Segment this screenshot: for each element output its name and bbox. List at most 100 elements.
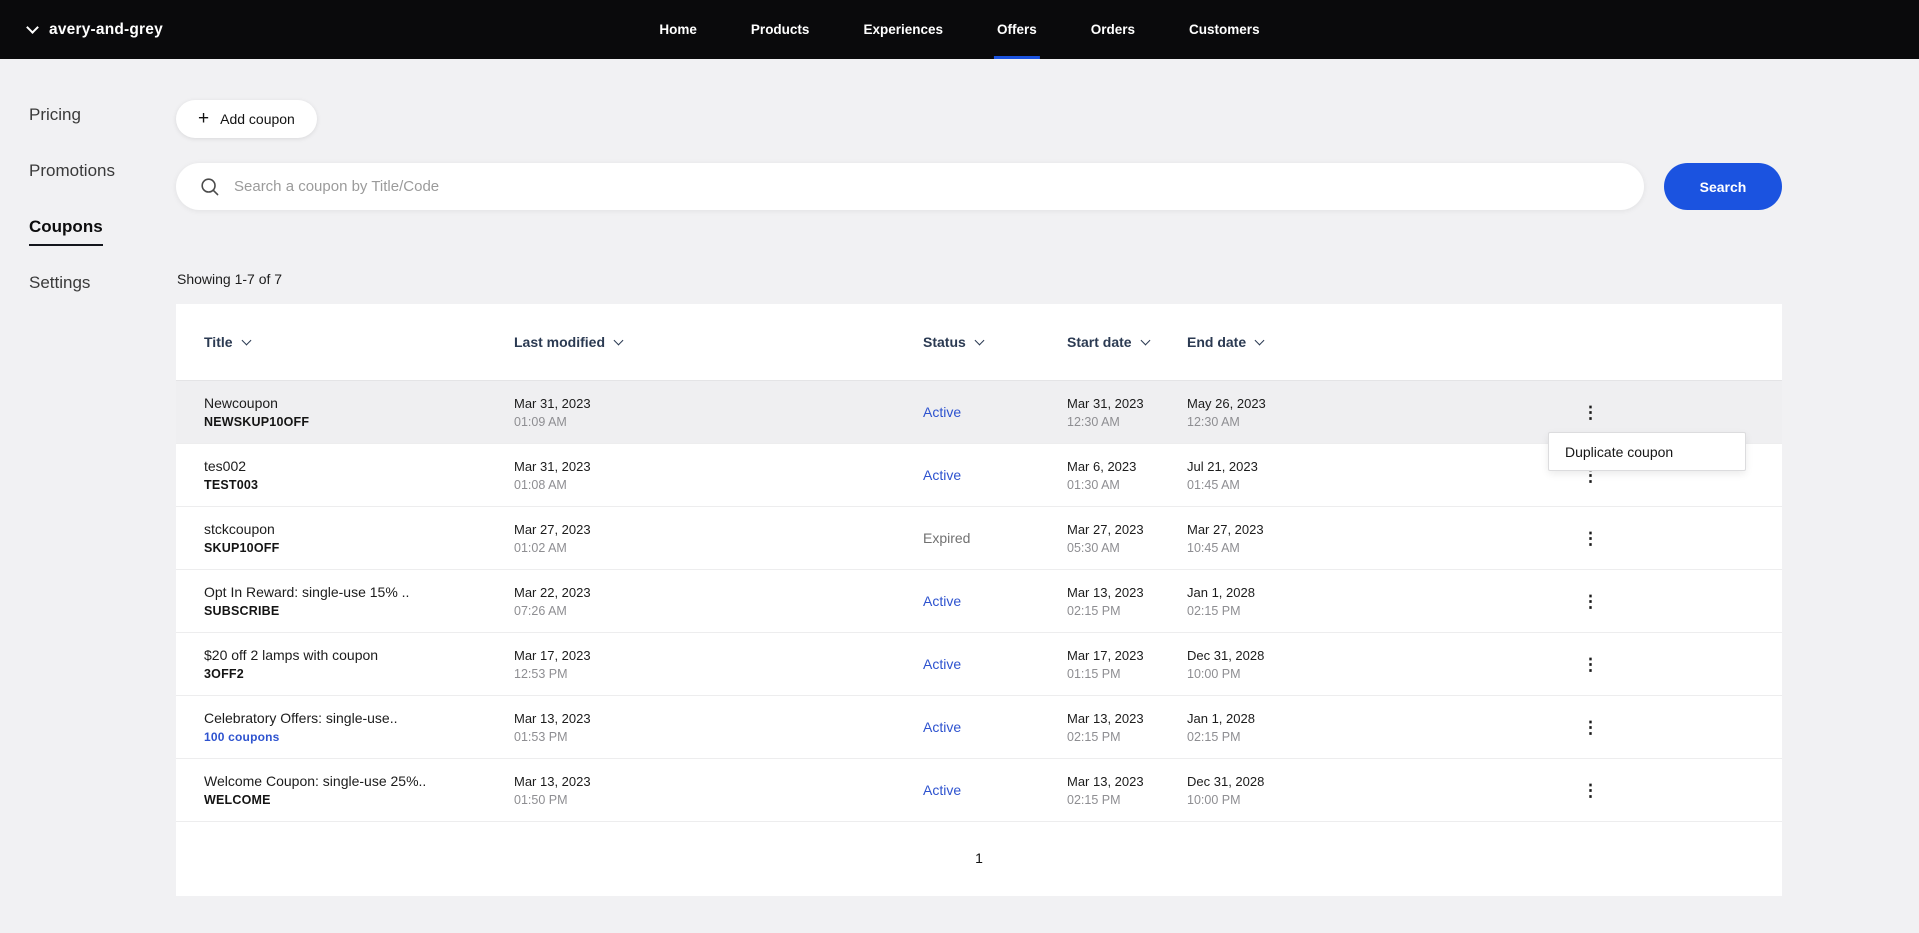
end-date: Dec 31, 2028 — [1187, 647, 1265, 663]
site-name: avery-and-grey — [49, 20, 163, 38]
column-header-end-date[interactable]: End date — [1187, 334, 1427, 350]
row-actions-kebab-icon[interactable]: ⋮ — [1582, 591, 1599, 611]
column-label: End date — [1187, 334, 1247, 350]
last-modified-cell: Mar 13, 2023 01:50 PM — [514, 774, 923, 807]
sort-chevron-icon — [1140, 335, 1151, 345]
status-label: Active — [923, 404, 962, 420]
coupon-title: Celebratory Offers: single-use.. — [204, 710, 398, 726]
end-date-cell: Jan 1, 2028 02:15 PM — [1187, 585, 1427, 618]
add-coupon-label: Add coupon — [220, 111, 295, 127]
end-time: 10:00 PM — [1187, 666, 1241, 681]
nav-label: Customers — [1189, 22, 1260, 37]
end-date-cell: Jan 1, 2028 02:15 PM — [1187, 711, 1427, 744]
start-time: 05:30 AM — [1067, 540, 1120, 555]
nav-item-offers[interactable]: Offers — [994, 0, 1040, 59]
end-date: Jan 1, 2028 — [1187, 584, 1255, 600]
nav-label: Experiences — [863, 22, 944, 37]
status-cell: Active — [923, 782, 1067, 798]
row-actions-kebab-icon[interactable]: ⋮ — [1582, 780, 1599, 800]
start-date-cell: Mar 17, 2023 01:15 PM — [1067, 648, 1187, 681]
last-modified-date: Mar 31, 2023 — [514, 395, 591, 411]
nav-item-experiences[interactable]: Experiences — [860, 0, 946, 59]
start-time: 02:15 PM — [1067, 792, 1121, 807]
coupon-title: Opt In Reward: single-use 15% .. — [204, 584, 410, 600]
row-actions-kebab-icon[interactable]: ⋮ — [1582, 402, 1599, 422]
nav-item-products[interactable]: Products — [748, 0, 813, 59]
end-date-cell: Dec 31, 2028 10:00 PM — [1187, 648, 1427, 681]
sort-chevron-icon — [241, 335, 251, 345]
nav-item-customers[interactable]: Customers — [1186, 0, 1263, 59]
start-time: 02:15 PM — [1067, 729, 1121, 744]
table-row[interactable]: Newcoupon NEWSKUP10OFF Mar 31, 2023 01:0… — [176, 381, 1782, 444]
nav-item-home[interactable]: Home — [656, 0, 700, 59]
title-cell: Welcome Coupon: single-use 25%.. WELCOME — [204, 773, 514, 807]
coupon-code: TEST003 — [204, 478, 259, 492]
sidebar-item-pricing[interactable]: Pricing — [29, 105, 81, 124]
nav-label: Offers — [997, 22, 1037, 37]
table-row[interactable]: Opt In Reward: single-use 15% .. SUBSCRI… — [176, 570, 1782, 633]
column-label: Title — [204, 334, 233, 350]
search-field-container — [176, 163, 1644, 210]
coupon-title: stckcoupon — [204, 521, 275, 537]
status-label: Active — [923, 782, 962, 798]
offers-sidebar: Pricing Promotions Coupons Settings — [0, 59, 176, 933]
end-date-cell: Mar 27, 2023 10:45 AM — [1187, 522, 1427, 555]
coupon-count-link[interactable]: 100 coupons — [204, 730, 280, 744]
table-body: Newcoupon NEWSKUP10OFF Mar 31, 2023 01:0… — [176, 381, 1782, 822]
last-modified-time: 01:08 AM — [514, 477, 567, 492]
column-header-title[interactable]: Title — [204, 334, 514, 350]
end-time: 12:30 AM — [1187, 414, 1240, 429]
site-switcher[interactable]: avery-and-grey — [26, 0, 163, 59]
title-cell: Newcoupon NEWSKUP10OFF — [204, 395, 514, 429]
title-cell: tes002 TEST003 — [204, 458, 514, 492]
column-header-status[interactable]: Status — [923, 334, 1067, 350]
table-row[interactable]: Celebratory Offers: single-use.. 100 cou… — [176, 696, 1782, 759]
coupon-title: Newcoupon — [204, 395, 278, 411]
status-cell: Active — [923, 404, 1067, 420]
row-actions-kebab-icon[interactable]: ⋮ — [1582, 528, 1599, 548]
page-number-1[interactable]: 1 — [975, 849, 983, 866]
row-actions-kebab-icon[interactable]: ⋮ — [1582, 717, 1599, 737]
actions-cell: ⋮ — [1427, 651, 1754, 678]
table-row[interactable]: tes002 TEST003 Mar 31, 2023 01:08 AM Act… — [176, 444, 1782, 507]
column-label: Start date — [1067, 334, 1132, 350]
table-row[interactable]: $20 off 2 lamps with coupon 3OFF2 Mar 17… — [176, 633, 1782, 696]
title-cell: Opt In Reward: single-use 15% .. SUBSCRI… — [204, 584, 514, 618]
sidebar-item-coupons[interactable]: Coupons — [29, 217, 103, 246]
table-row[interactable]: stckcoupon SKUP10OFF Mar 27, 2023 01:02 … — [176, 507, 1782, 570]
pagination: 1 — [176, 822, 1782, 893]
column-header-start-date[interactable]: Start date — [1067, 334, 1187, 350]
status-label: Active — [923, 593, 962, 609]
start-date-cell: Mar 13, 2023 02:15 PM — [1067, 585, 1187, 618]
sidebar-item-settings[interactable]: Settings — [29, 273, 91, 292]
status-cell: Active — [923, 656, 1067, 672]
actions-cell: ⋮ — [1427, 399, 1754, 426]
end-date: May 26, 2023 — [1187, 395, 1266, 411]
status-cell: Active — [923, 593, 1067, 609]
last-modified-time: 01:02 AM — [514, 540, 567, 555]
column-header-last-modified[interactable]: Last modified — [514, 334, 923, 350]
coupon-title: Welcome Coupon: single-use 25%.. — [204, 773, 427, 789]
search-button[interactable]: Search — [1664, 163, 1782, 210]
coupon-code: 3OFF2 — [204, 667, 244, 681]
sidebar-item-promotions[interactable]: Promotions — [29, 161, 115, 180]
last-modified-cell: Mar 17, 2023 12:53 PM — [514, 648, 923, 681]
start-date: Mar 31, 2023 — [1067, 395, 1144, 411]
chevron-down-icon — [26, 20, 39, 34]
coupon-title: tes002 — [204, 458, 247, 474]
last-modified-time: 01:09 AM — [514, 414, 567, 429]
add-coupon-button[interactable]: + Add coupon — [176, 100, 317, 138]
end-date: Dec 31, 2028 — [1187, 773, 1265, 789]
actions-cell: ⋮ — [1427, 525, 1754, 552]
actions-cell: ⋮ — [1427, 777, 1754, 804]
menu-item-duplicate-coupon[interactable]: Duplicate coupon — [1565, 443, 1674, 460]
row-actions-kebab-icon[interactable]: ⋮ — [1582, 654, 1599, 674]
nav-item-orders[interactable]: Orders — [1088, 0, 1138, 59]
start-date: Mar 6, 2023 — [1067, 458, 1137, 474]
status-label: Active — [923, 719, 962, 735]
coupon-code: SKUP10OFF — [204, 541, 280, 555]
start-date-cell: Mar 13, 2023 02:15 PM — [1067, 774, 1187, 807]
search-input[interactable] — [234, 178, 1620, 195]
active-underline — [994, 56, 1040, 59]
table-row[interactable]: Welcome Coupon: single-use 25%.. WELCOME… — [176, 759, 1782, 822]
